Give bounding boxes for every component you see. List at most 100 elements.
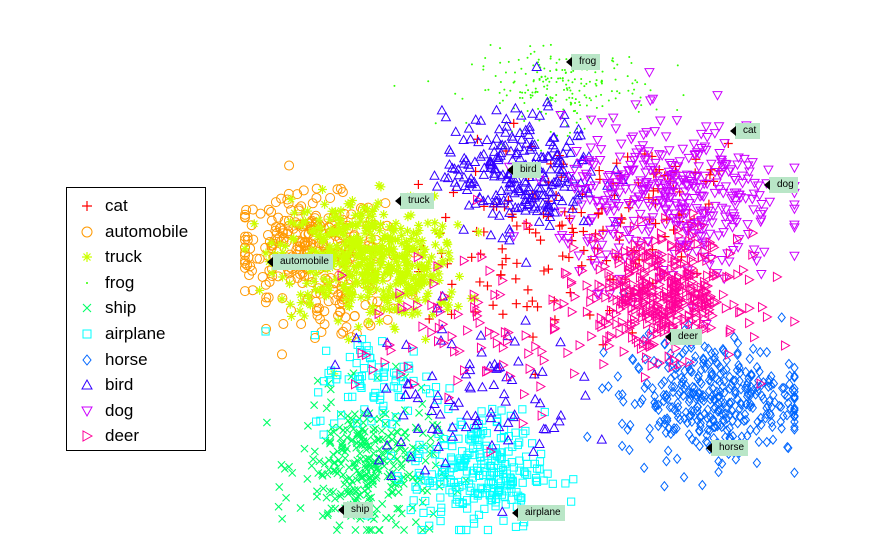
point-horse bbox=[739, 415, 749, 427]
point-cat bbox=[676, 252, 686, 262]
point-ship bbox=[322, 493, 331, 502]
point-truck bbox=[379, 304, 389, 314]
point-frog bbox=[566, 134, 569, 137]
point-frog bbox=[521, 91, 524, 94]
point-bird bbox=[534, 110, 546, 120]
point-truck bbox=[414, 270, 424, 280]
point-airplane bbox=[567, 497, 576, 506]
point-truck bbox=[372, 276, 382, 286]
point-bird bbox=[491, 133, 502, 143]
point-deer bbox=[589, 233, 599, 244]
point-airplane bbox=[333, 370, 342, 380]
point-dog bbox=[663, 146, 675, 156]
point-dog bbox=[675, 204, 687, 215]
point-airplane bbox=[322, 346, 331, 355]
point-frog bbox=[575, 121, 578, 124]
point-dog bbox=[683, 153, 695, 164]
point-ship bbox=[355, 428, 364, 437]
point-airplane bbox=[497, 406, 506, 415]
point-dog bbox=[647, 94, 659, 105]
point-bird bbox=[542, 96, 553, 107]
point-deer bbox=[455, 345, 465, 357]
point-horse bbox=[700, 408, 709, 420]
point-truck bbox=[318, 184, 328, 194]
point-dog bbox=[657, 198, 669, 209]
point-deer bbox=[594, 279, 605, 291]
point-horse bbox=[670, 381, 679, 393]
point-bird bbox=[398, 409, 409, 420]
point-truck bbox=[368, 221, 378, 231]
point-bird bbox=[412, 392, 424, 403]
point-bird bbox=[511, 147, 523, 157]
point-cat bbox=[531, 228, 541, 238]
point-bird bbox=[528, 446, 539, 456]
point-airplane bbox=[486, 496, 495, 505]
point-horse bbox=[766, 380, 776, 391]
point-truck bbox=[280, 241, 290, 251]
point-bird bbox=[566, 181, 578, 191]
point-deer bbox=[750, 331, 760, 343]
point-ship bbox=[337, 459, 346, 468]
point-dog bbox=[647, 213, 659, 223]
point-frog bbox=[520, 67, 523, 70]
point-horse bbox=[785, 378, 794, 390]
point-truck bbox=[442, 238, 452, 248]
point-ship bbox=[408, 503, 417, 512]
point-deer bbox=[697, 220, 708, 231]
point-ship bbox=[374, 526, 383, 534]
point-truck bbox=[372, 284, 382, 294]
point-truck bbox=[390, 324, 400, 334]
point-deer bbox=[537, 410, 548, 421]
point-horse bbox=[717, 421, 726, 433]
point-truck bbox=[414, 226, 424, 236]
point-airplane bbox=[543, 469, 552, 478]
point-dog bbox=[664, 158, 675, 169]
legend-item-bird: bird bbox=[67, 373, 205, 397]
point-deer bbox=[473, 297, 484, 308]
point-dog bbox=[719, 139, 730, 149]
point-frog bbox=[565, 87, 568, 90]
point-frog bbox=[484, 57, 487, 60]
point-ship bbox=[322, 404, 331, 413]
point-deer bbox=[748, 227, 759, 239]
point-frog bbox=[544, 112, 547, 115]
point-ship bbox=[307, 461, 316, 470]
point-horse bbox=[713, 406, 723, 417]
point-horse bbox=[725, 409, 734, 421]
point-airplane bbox=[316, 416, 325, 425]
point-bird bbox=[450, 126, 462, 136]
point-frog bbox=[526, 56, 529, 59]
point-deer bbox=[733, 269, 743, 280]
point-airplane bbox=[476, 483, 486, 492]
point-airplane bbox=[480, 456, 489, 465]
point-horse bbox=[759, 393, 768, 405]
point-horse bbox=[717, 408, 727, 420]
point-dog bbox=[644, 224, 656, 234]
point-truck bbox=[397, 239, 407, 249]
point-automobile bbox=[266, 206, 277, 217]
point-horse bbox=[764, 381, 773, 393]
point-horse bbox=[640, 382, 649, 394]
point-automobile bbox=[325, 193, 336, 204]
point-ship bbox=[367, 526, 376, 534]
point-horse bbox=[748, 343, 758, 355]
point-bird bbox=[451, 181, 462, 191]
point-truck bbox=[382, 263, 392, 273]
point-deer bbox=[772, 271, 783, 283]
point-dog bbox=[716, 255, 728, 266]
point-truck bbox=[412, 236, 422, 246]
point-dog bbox=[654, 116, 666, 127]
point-ship bbox=[415, 408, 424, 417]
point-deer bbox=[641, 276, 652, 288]
point-automobile bbox=[296, 319, 307, 330]
point-deer bbox=[536, 381, 547, 392]
point-horse bbox=[686, 410, 696, 421]
point-horse bbox=[754, 436, 764, 448]
point-deer bbox=[599, 358, 610, 370]
point-truck bbox=[342, 286, 352, 296]
point-truck bbox=[422, 291, 432, 301]
legend-item-cat: cat bbox=[67, 194, 205, 218]
point-horse bbox=[731, 454, 741, 465]
point-cat bbox=[523, 285, 533, 295]
point-dog bbox=[637, 141, 649, 151]
